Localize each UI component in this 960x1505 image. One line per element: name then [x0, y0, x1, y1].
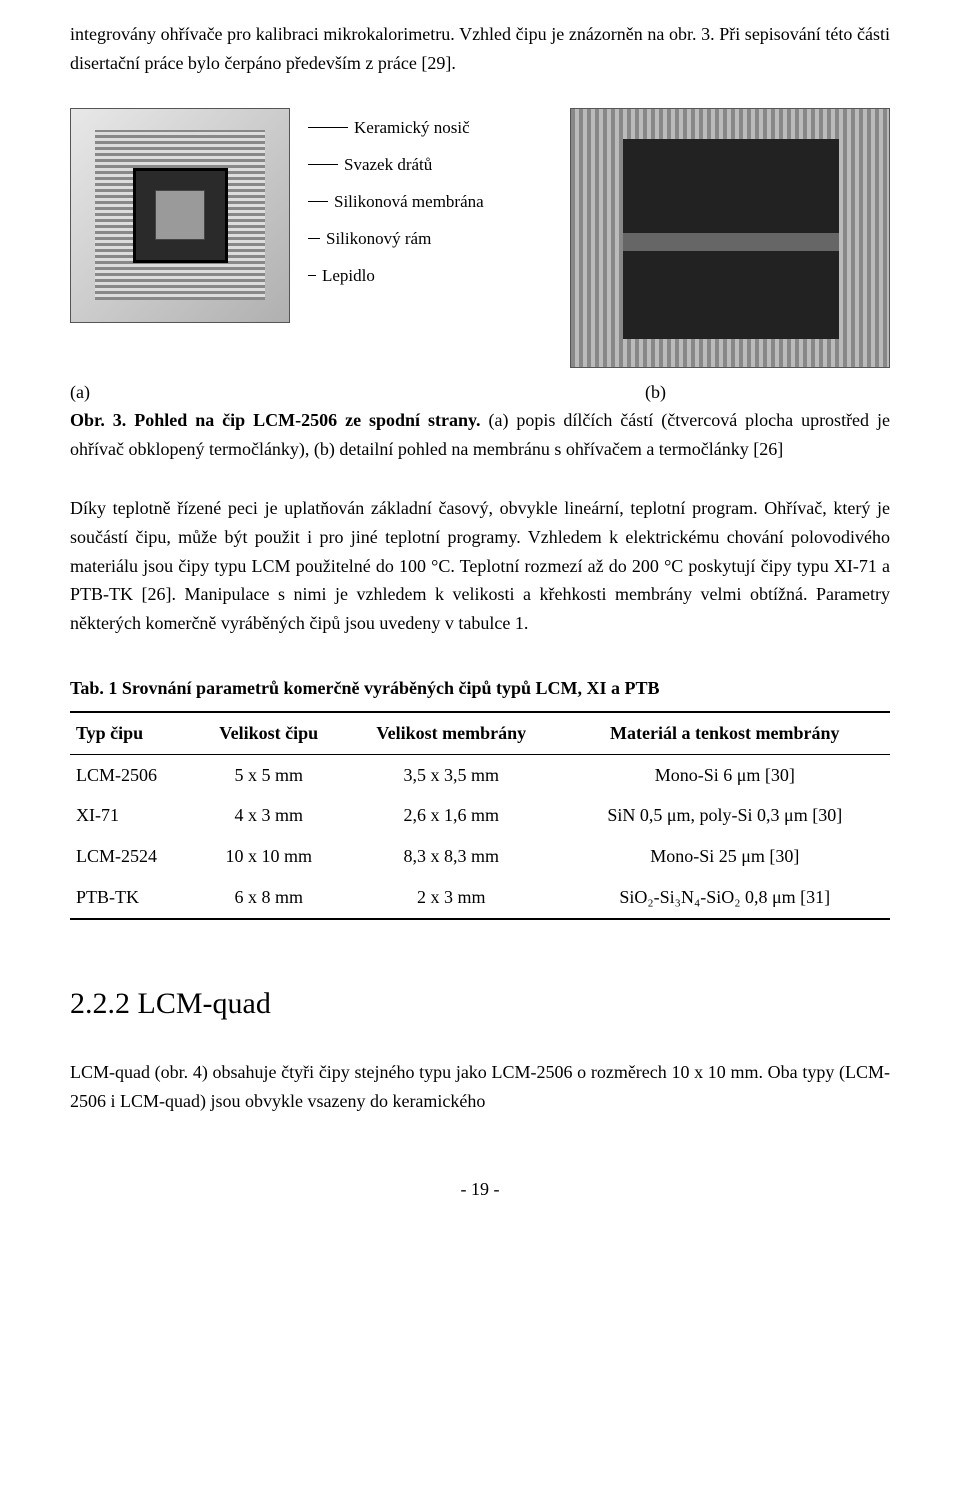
- table-header-row: Typ čipu Velikost čipu Velikost membrány…: [70, 712, 890, 754]
- body-paragraph: Díky teplotně řízené peci je uplatňován …: [70, 494, 890, 638]
- closing-paragraph: LCM-quad (obr. 4) obsahuje čtyři čipy st…: [70, 1058, 890, 1116]
- chip-die: [133, 168, 228, 263]
- label-svazek: Svazek drátů: [308, 151, 552, 178]
- chip-table: Typ čipu Velikost čipu Velikost membrány…: [70, 711, 890, 920]
- cell: 4 x 3 mm: [195, 795, 343, 836]
- table-row: XI-71 4 x 3 mm 2,6 x 1,6 mm SiN 0,5 μm, …: [70, 795, 890, 836]
- cell: LCM-2524: [70, 836, 195, 877]
- table-row: LCM-2506 5 x 5 mm 3,5 x 3,5 mm Mono-Si 6…: [70, 754, 890, 795]
- caption-lead: Obr. 3. Pohled na čip LCM-2506 ze spodní…: [70, 410, 481, 430]
- intro-paragraph: integrovány ohřívače pro kalibraci mikro…: [70, 20, 890, 78]
- label-text: Silikonový rám: [326, 225, 431, 252]
- subfigure-labels: (a) (b): [70, 378, 890, 407]
- sub-a: (a): [70, 378, 290, 407]
- figure-caption: Obr. 3. Pohled na čip LCM-2506 ze spodní…: [70, 406, 890, 464]
- cell: SiO₂-Si₃N₄-SiO₂ 0,8 μm [31]: [560, 877, 890, 919]
- cell: 3,5 x 3,5 mm: [343, 754, 560, 795]
- cell: 2,6 x 1,6 mm: [343, 795, 560, 836]
- chip-pins: [95, 130, 265, 300]
- th-type: Typ čipu: [70, 712, 195, 754]
- section-heading: 2.2.2 LCM-quad: [70, 980, 890, 1028]
- th-material: Materiál a tenkost membrány: [560, 712, 890, 754]
- cell: 2 x 3 mm: [343, 877, 560, 919]
- chip-membrane: [155, 190, 205, 240]
- cell: Mono-Si 6 μm [30]: [560, 754, 890, 795]
- cell: 5 x 5 mm: [195, 754, 343, 795]
- label-ram: Silikonový rám: [308, 225, 552, 252]
- cell: LCM-2506: [70, 754, 195, 795]
- page-number: - 19 -: [70, 1175, 890, 1204]
- figure-b: [570, 108, 890, 368]
- figure-row: Keramický nosič Svazek drátů Silikonová …: [70, 108, 890, 368]
- th-size: Velikost čipu: [195, 712, 343, 754]
- cell: 6 x 8 mm: [195, 877, 343, 919]
- chip-package-image: [70, 108, 290, 323]
- figure-labels: Keramický nosič Svazek drátů Silikonová …: [308, 108, 552, 300]
- cell: 8,3 x 8,3 mm: [343, 836, 560, 877]
- cell: Mono-Si 25 μm [30]: [560, 836, 890, 877]
- table-row: PTB-TK 6 x 8 mm 2 x 3 mm SiO₂-Si₃N₄-SiO₂…: [70, 877, 890, 919]
- cell: 10 x 10 mm: [195, 836, 343, 877]
- label-keramicky: Keramický nosič: [308, 114, 552, 141]
- label-lepidlo: Lepidlo: [308, 262, 552, 289]
- cell: SiN 0,5 μm, poly-Si 0,3 μm [30]: [560, 795, 890, 836]
- sem-image: [570, 108, 890, 368]
- sem-bar: [623, 233, 839, 251]
- label-membrana: Silikonová membrána: [308, 188, 552, 215]
- table-title: Tab. 1 Srovnání parametrů komerčně vyráb…: [70, 674, 890, 703]
- cell: PTB-TK: [70, 877, 195, 919]
- label-text: Silikonová membrána: [334, 188, 484, 215]
- label-text: Svazek drátů: [344, 151, 432, 178]
- table-row: LCM-2524 10 x 10 mm 8,3 x 8,3 mm Mono-Si…: [70, 836, 890, 877]
- label-text: Lepidlo: [322, 262, 375, 289]
- cell: XI-71: [70, 795, 195, 836]
- figure-a: [70, 108, 290, 323]
- th-membrane: Velikost membrány: [343, 712, 560, 754]
- label-text: Keramický nosič: [354, 114, 470, 141]
- sub-b: (b): [570, 378, 890, 407]
